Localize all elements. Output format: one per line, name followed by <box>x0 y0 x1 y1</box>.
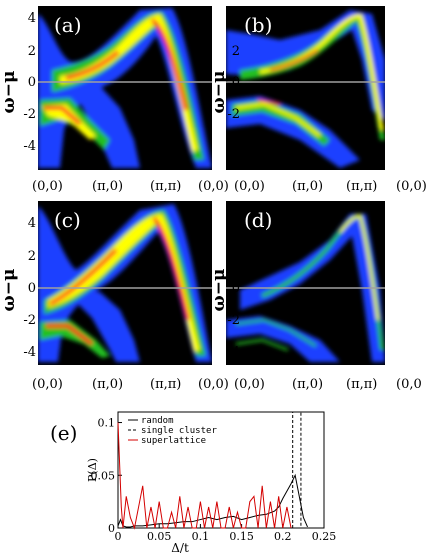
panel-c-band-green-lower <box>40 320 110 358</box>
panel-e-frame <box>117 411 325 529</box>
panel-d-xtick: (π,0) <box>292 377 323 392</box>
panel-d-band-green-lower <box>235 318 317 352</box>
panel-d-xtick: (π,π) <box>346 377 377 392</box>
panel-d-ytick: -4 <box>227 345 240 360</box>
panel-d-ytick: 2 <box>232 249 240 264</box>
panel-c <box>38 201 212 365</box>
panel-c-xtick: (π,0) <box>92 377 123 392</box>
panel-e-xtick-label: 0 <box>115 530 122 543</box>
panel-c-ylabel: ω−μ <box>0 269 19 312</box>
panel-b-xtick: (0,0) <box>396 179 427 194</box>
panel-e-ytick-label: 0.1 <box>98 417 116 430</box>
panel-b-ylabel: ω−μ <box>209 71 229 114</box>
panel-e-xlabel: Δ/t <box>171 541 189 555</box>
panel-b-xtick: (π,π) <box>346 179 377 194</box>
series-line-superlattice <box>117 422 292 530</box>
panel-e: (e) P(Δ) Δ/t 0 0.05 0.1 0 0.05 0.1 0.15 0.2 0.2… <box>50 411 337 555</box>
panel-a-band-red <box>44 18 188 126</box>
panel-e-ytick-label: 0.05 <box>91 469 116 482</box>
panel-c-ytick: 0 <box>28 281 36 296</box>
panel-d-ytick: 4 <box>232 216 240 231</box>
panel-b-band-yellow-lower <box>235 102 321 138</box>
panel-b-ytick: 4 <box>232 11 240 26</box>
panel-d-ytick: -2 <box>227 313 240 328</box>
legend-entry-single-cluster: single cluster <box>141 426 217 436</box>
panel-e-label: (e) <box>50 421 77 445</box>
panel-a-xtick: (π,0) <box>92 179 123 194</box>
panel-c-ytick: 4 <box>28 216 36 231</box>
panel-b-ytick: -2 <box>227 107 240 122</box>
panel-c-ytick: -4 <box>23 345 36 360</box>
panel-b-ytick: -4 <box>227 139 240 154</box>
panel-a <box>38 6 212 170</box>
panel-b <box>226 6 385 170</box>
panel-c-band-red <box>46 216 190 346</box>
panel-c-xtick: (0,0) <box>32 377 63 392</box>
panel-d-label: (d) <box>244 208 272 232</box>
panel-d-ytick: 0 <box>232 281 240 296</box>
panel-d-xtick: (0,0 <box>396 377 422 392</box>
panel-b-label: (b) <box>244 13 272 37</box>
panel-e-ylabel: P(Δ) <box>86 458 99 482</box>
panel-c-ytick: 2 <box>28 249 36 264</box>
legend-entry-random: random <box>141 416 174 426</box>
panel-c-xtick: (0,0) <box>198 377 229 392</box>
panel-a-ytick: -2 <box>23 107 36 122</box>
panel-e-legend: random single cluster superlattice <box>128 416 217 446</box>
panel-b-xtick: (π,0) <box>292 179 323 194</box>
panel-e-xtick-label: 0.15 <box>229 530 254 543</box>
panel-a-xtick: (0,0) <box>198 179 229 194</box>
panel-d-band-yellow <box>339 214 380 321</box>
panel-a-label: (a) <box>54 13 82 37</box>
panel-e-xtick-label: 0.05 <box>147 530 172 543</box>
panel-e-xtick-label: 0.1 <box>192 530 210 543</box>
panel-c-band-blue-lower <box>38 286 140 362</box>
panel-a-ytick: -4 <box>23 139 36 154</box>
panel-e-ytick-label: 0 <box>108 522 115 535</box>
panel-b-band-blue-lower <box>226 96 360 168</box>
panel-a-ylabel: ω−μ <box>0 71 19 114</box>
panel-c-xtick: (π,π) <box>150 377 181 392</box>
panel-b-band-red <box>257 48 319 106</box>
panel-a-ytick: 0 <box>28 75 36 90</box>
panel-d-xtick: (0,0) <box>234 377 265 392</box>
panel-b-ytick: 0 <box>232 75 240 90</box>
legend-entry-superlattice: superlattice <box>141 436 206 446</box>
panel-b-ytick: 2 <box>232 44 240 59</box>
panel-a-band-blue-lower <box>38 80 140 168</box>
panel-c-label: (c) <box>54 208 81 232</box>
panel-c-ytick: -2 <box>23 313 36 328</box>
series-line-single-cluster <box>292 411 302 528</box>
panel-d-band-blue-lower <box>226 316 340 362</box>
panel-a-band-yellow-lower <box>42 104 96 140</box>
panel-e-xtick-label: 0.2 <box>274 530 292 543</box>
panel-a-band-yellow <box>60 14 198 152</box>
panel-a-xtick: (0,0) <box>32 179 63 194</box>
panel-e-xtick-label: 0.25 <box>312 530 337 543</box>
panel-a-ytick: 4 <box>28 11 36 26</box>
panel-b-band-blue <box>226 10 385 120</box>
panel-b-xtick: (0,0) <box>234 179 265 194</box>
panel-d-ylabel: ω−μ <box>209 269 229 312</box>
panel-a-xtick: (π,π) <box>150 179 181 194</box>
panel-a-ytick: 2 <box>28 44 36 59</box>
panel-b-band-green-lower <box>232 100 330 146</box>
